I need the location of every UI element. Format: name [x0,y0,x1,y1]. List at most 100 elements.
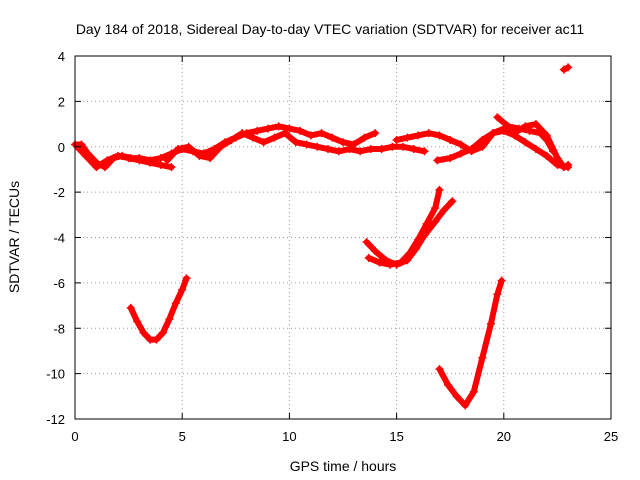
series-line [436,277,505,409]
data-point [259,138,268,147]
data-point [409,145,418,154]
data-point [559,65,568,74]
data-point [103,156,112,165]
data-point [173,145,182,154]
data-point [377,145,386,154]
data-point [469,387,478,396]
data-point [542,135,551,144]
x-tick-label: 5 [179,429,186,444]
data-point [392,135,401,144]
data-point [238,129,247,138]
y-axis-title: SDTVAR / TECUs [6,181,22,293]
data-point [281,129,290,138]
data-point [135,156,144,165]
data-point [510,131,519,140]
data-point [422,219,431,228]
series-track-9 [364,185,444,269]
data-point [253,126,262,135]
data-point [456,140,465,149]
data-point [553,154,562,163]
series-track-8 [362,197,457,269]
data-point [362,238,371,247]
data-point [499,126,508,135]
data-point [531,120,540,129]
data-point [497,276,506,285]
data-point [431,204,440,213]
data-point [92,163,101,172]
data-point [386,260,395,269]
data-point [493,113,502,122]
data-point [504,122,513,131]
data-point [167,163,176,172]
data-point [345,145,354,154]
data-point [478,135,487,144]
data-point [146,158,155,167]
data-point [536,129,545,138]
x-tick-label: 0 [71,429,78,444]
data-point [493,290,502,299]
data-point [553,160,562,169]
data-series [71,63,573,410]
data-point [296,126,305,135]
data-point [452,392,461,401]
y-tick-label: -6 [53,276,65,291]
y-tick-label: 0 [58,140,65,155]
data-point [152,335,161,344]
data-point [433,156,442,165]
data-point [124,154,133,163]
axis-ticks: 0 5 10 15 20 25 -12 -10 -8 -6 -4 -2 0 2 4 [46,49,618,444]
series-track-6 [493,113,558,156]
data-point [435,185,444,194]
data-point [424,129,433,138]
data-point [334,147,343,156]
data-point [461,401,470,410]
y-tick-label: -12 [46,412,65,427]
data-point [486,319,495,328]
data-point [564,163,573,172]
data-point [414,131,423,140]
data-point [375,258,384,267]
data-point [291,138,300,147]
data-point [371,247,380,256]
data-point [448,197,457,206]
x-tick-label: 20 [497,429,511,444]
series-track-7 [126,274,191,344]
data-point [403,133,412,142]
data-point [156,154,165,163]
series-track-5 [433,126,573,172]
x-axis-title: GPS time / hours [290,458,397,474]
data-point [478,353,487,362]
data-point [139,328,148,337]
chart-title: Day 184 of 2018, Sidereal Day-to-day VTE… [76,21,585,37]
data-point [514,124,523,133]
data-point [274,122,283,131]
data-point [439,206,448,215]
data-point [435,131,444,140]
x-tick-label: 10 [282,429,296,444]
data-point [285,124,294,133]
y-tick-label: -8 [53,321,65,336]
data-point [521,138,530,147]
data-point [163,156,172,165]
data-point [405,249,414,258]
x-tick-label: 15 [389,429,403,444]
data-point [339,138,347,147]
data-point [542,151,551,160]
series-line [127,275,190,343]
data-point [371,129,380,138]
data-point [206,154,215,163]
data-point [489,129,498,138]
series-track-4 [392,120,573,172]
data-point [399,142,408,151]
y-tick-label: 4 [58,49,65,64]
data-point [184,142,193,151]
data-point [81,151,90,160]
data-point [360,133,369,142]
data-point [356,147,365,156]
data-point [467,145,476,154]
grid-lines [75,56,611,419]
y-tick-label: -4 [53,231,65,246]
series-line [74,143,175,171]
y-tick-label: -2 [53,185,65,200]
